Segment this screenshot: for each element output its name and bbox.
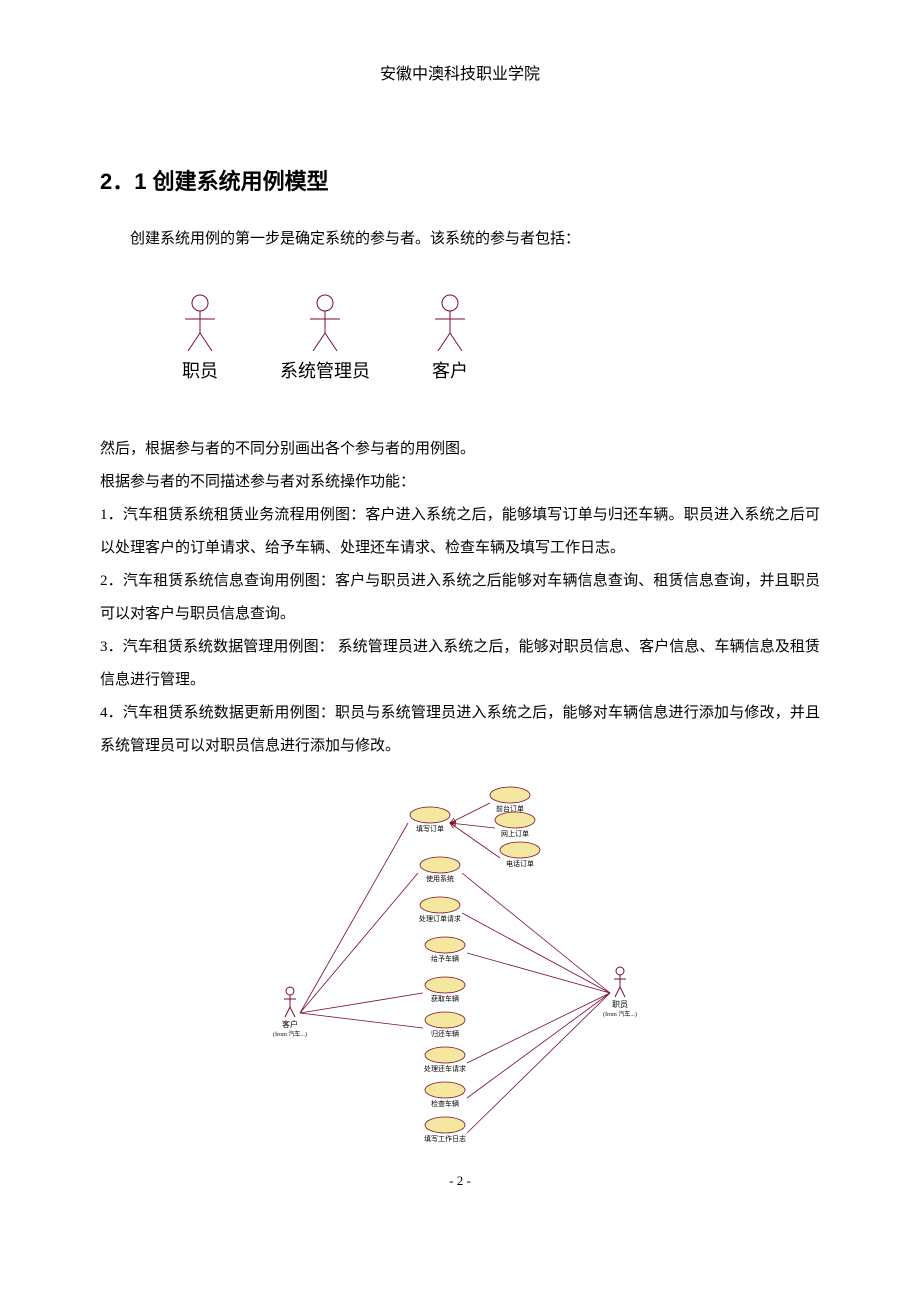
body-text: 然后，根据参与者的不同分别画出各个参与者的用例图。 根据参与者的不同描述参与者对… — [100, 433, 820, 763]
section-heading: 2．1 创建系统用例模型 — [100, 164, 820, 196]
stickman-icon — [430, 293, 470, 353]
svg-text:(from 汽车...): (from 汽车...) — [603, 1010, 637, 1018]
svg-text:使用系统: 使用系统 — [426, 874, 454, 883]
actor-admin: 系统管理员 — [280, 293, 370, 383]
paragraph: 根据参与者的不同描述参与者对系统操作功能： — [100, 466, 820, 499]
stickman-icon — [305, 293, 345, 353]
document-page: 安徽中澳科技职业学院 2．1 创建系统用例模型 创建系统用例的第一步是确定系统的… — [0, 0, 920, 1229]
institute-name: 安徽中澳科技职业学院 — [380, 66, 540, 83]
section-intro: 创建系统用例的第一步是确定系统的参与者。该系统的参与者包括： — [100, 226, 820, 253]
actor-customer: 客户 — [430, 293, 470, 383]
stickman-icon — [180, 293, 220, 353]
svg-text:(from 汽车...): (from 汽车...) — [273, 1030, 307, 1038]
svg-text:获取车辆: 获取车辆 — [431, 994, 459, 1003]
page-number: - 2 - — [449, 1173, 471, 1188]
svg-text:填写工作日志: 填写工作日志 — [424, 1134, 466, 1143]
actor-label: 客户 — [432, 357, 468, 383]
paragraph: 4．汽车租赁系统数据更新用例图：职员与系统管理员进入系统之后，能够对车辆信息进行… — [100, 697, 820, 763]
paragraph: 3．汽车租赁系统数据管理用例图： 系统管理员进入系统之后，能够对职员信息、客户信… — [100, 631, 820, 697]
svg-text:检查车辆: 检查车辆 — [431, 1099, 459, 1108]
actor-staff: 职员 — [180, 293, 220, 383]
svg-text:归还车辆: 归还车辆 — [431, 1029, 459, 1038]
svg-text:处理还车请求: 处理还车请求 — [424, 1064, 466, 1073]
actor-label: 系统管理员 — [280, 357, 370, 383]
svg-text:处理订单请求: 处理订单请求 — [419, 914, 461, 923]
page-footer: - 2 - — [100, 1173, 820, 1189]
page-header: 安徽中澳科技职业学院 — [100, 60, 820, 84]
svg-text:电话订单: 电话订单 — [506, 859, 534, 868]
svg-text:职员: 职员 — [612, 1000, 628, 1009]
actor-label: 职员 — [182, 357, 218, 383]
section-title-text: 创建系统用例模型 — [153, 169, 329, 194]
paragraph: 2．汽车租赁系统信息查询用例图：客户与职员进入系统之后能够对车辆信息查询、租赁信… — [100, 565, 820, 631]
svg-text:网上订单: 网上订单 — [501, 829, 529, 838]
svg-text:客户: 客户 — [282, 1019, 298, 1029]
svg-text:填写订单: 填写订单 — [416, 824, 444, 833]
usecase-diagram: 填写订单 前台订单网上订单电话订单使用系统处理订单请求给予车辆获取车辆归还车辆处理… — [260, 783, 660, 1143]
svg-text:前台订单: 前台订单 — [496, 804, 524, 813]
paragraph: 然后，根据参与者的不同分别画出各个参与者的用例图。 — [100, 433, 820, 466]
paragraph: 1．汽车租赁系统租赁业务流程用例图：客户进入系统之后，能够填写订单与归还车辆。职… — [100, 499, 820, 565]
actor-row: 职员 系统管理员 客户 — [100, 293, 820, 383]
section-number: 2．1 — [100, 169, 146, 194]
svg-text:给予车辆: 给予车辆 — [431, 954, 459, 963]
